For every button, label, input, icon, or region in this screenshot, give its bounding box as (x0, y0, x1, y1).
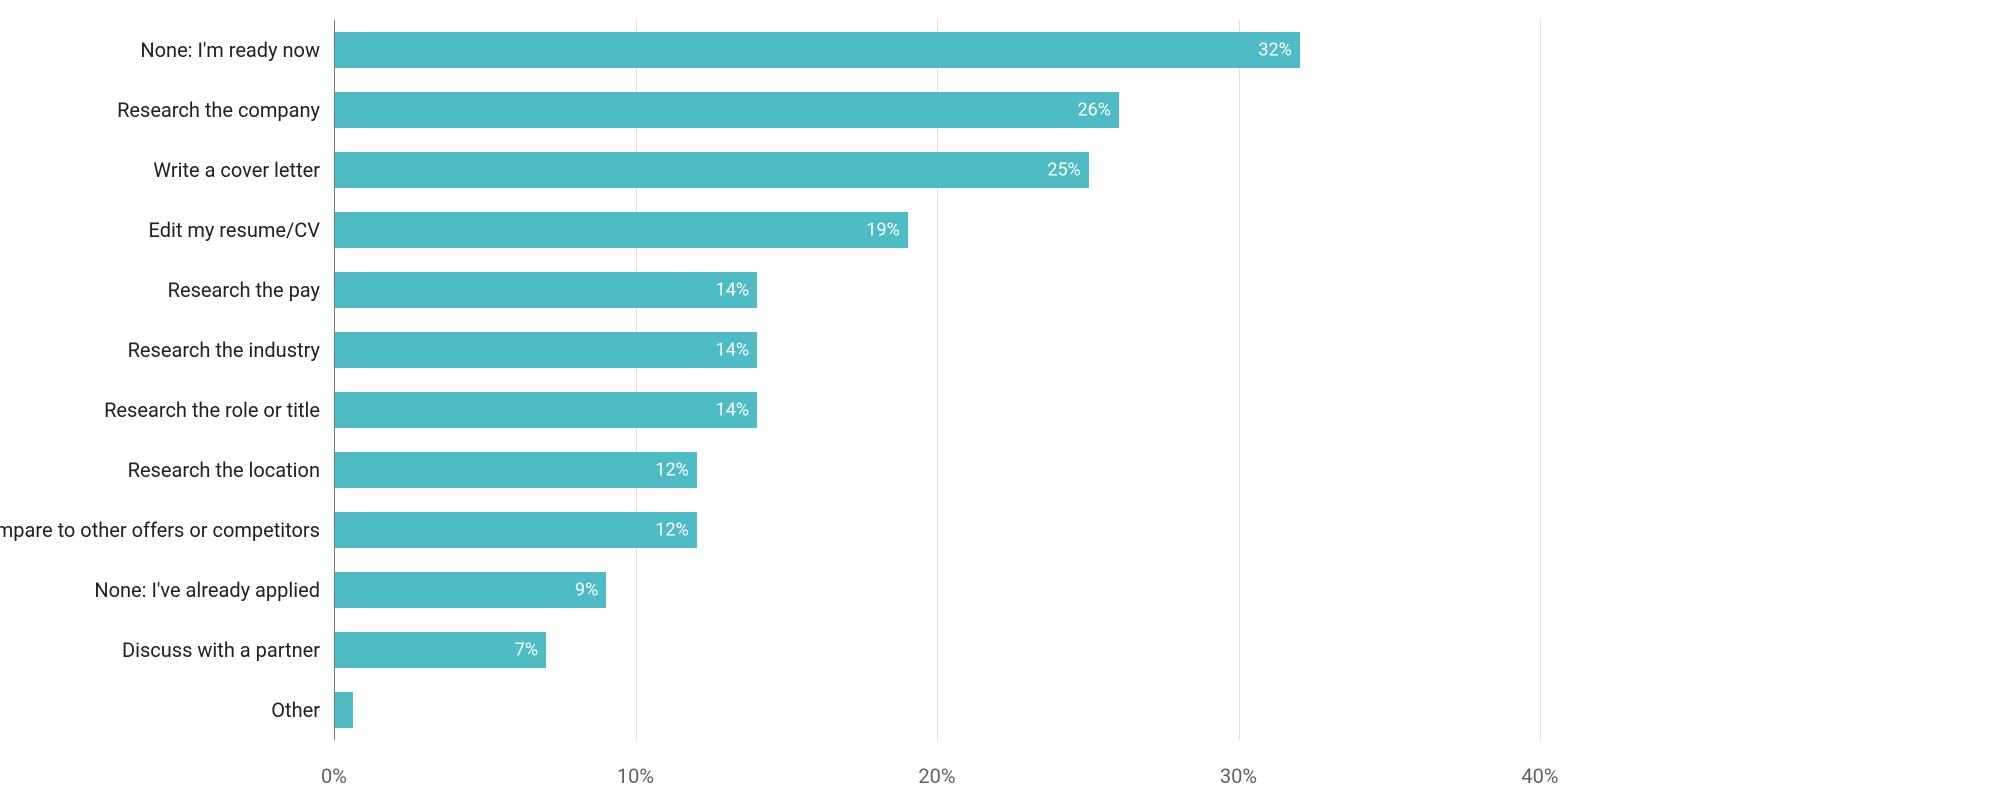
gridline (636, 20, 637, 740)
category-label: Research the role or title (104, 398, 320, 422)
category-label: Edit my resume/CV (149, 218, 320, 242)
category-label: None: I've already applied (94, 578, 320, 602)
bar: 9% (335, 572, 606, 608)
bar-value-label: 32% (1258, 40, 1291, 61)
category-label: Research the company (117, 98, 320, 122)
bar: 14% (335, 272, 757, 308)
bar-value-label: 12% (655, 520, 688, 541)
bar-value-label: 9% (575, 580, 598, 601)
category-label: Write a cover letter (153, 158, 320, 182)
bar-value-label: 25% (1047, 160, 1080, 181)
bar: 7% (335, 632, 546, 668)
gridline (1239, 20, 1240, 740)
x-tick-label: 0% (321, 764, 347, 788)
plot-area: 0%10%20%30%40%None: I'm ready now32%Rese… (334, 20, 1540, 740)
bar-value-label: 14% (716, 340, 749, 361)
x-tick-label: 20% (918, 764, 955, 788)
category-label: Compare to other offers or competitors (0, 518, 320, 542)
bar-chart: 0% 10% 20% 30% 40% None: I'm ready now 32% Rese… (0, 0, 1999, 789)
bar: 12% (335, 452, 697, 488)
category-label: Research the location (128, 458, 320, 482)
category-label: Research the industry (128, 338, 320, 362)
category-label: None: I'm ready now (140, 38, 320, 62)
bar: 19% (335, 212, 908, 248)
gridline (1540, 20, 1541, 740)
bar: 14% (335, 332, 757, 368)
bar: 25% (335, 152, 1089, 188)
bar: 14% (335, 392, 757, 428)
bar-value-label: 26% (1077, 100, 1110, 121)
bar-value-label: 14% (716, 280, 749, 301)
category-label: Other (271, 698, 320, 722)
x-tick-label: 10% (617, 764, 654, 788)
bar: 12% (335, 512, 697, 548)
x-tick-label: 30% (1220, 764, 1257, 788)
x-tick-label: 40% (1521, 764, 1558, 788)
bar-value-label: 7% (515, 640, 538, 661)
gridline (937, 20, 938, 740)
bar-value-label: 19% (866, 220, 899, 241)
category-label: Research the pay (168, 278, 320, 302)
bar-value-label: 14% (716, 400, 749, 421)
category-label: Discuss with a partner (122, 638, 320, 662)
bar: 32% (335, 32, 1300, 68)
bar: 26% (335, 92, 1119, 128)
bar (335, 692, 353, 728)
bar-value-label: 12% (655, 460, 688, 481)
